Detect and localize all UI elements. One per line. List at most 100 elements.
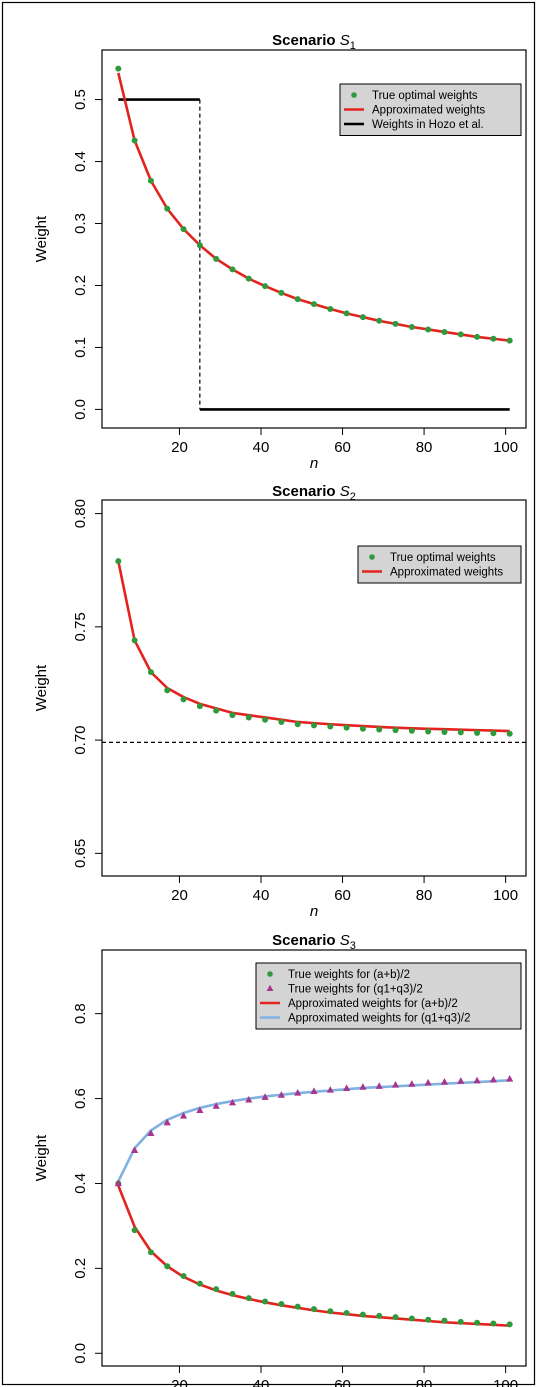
data-point [408, 727, 415, 734]
series-line [117, 560, 510, 733]
data-point-triangle [424, 1078, 432, 1086]
legend-label: Approximated weights for (a+b)/2 [288, 998, 458, 1010]
data-point [457, 331, 464, 338]
data-point-triangle [245, 1095, 253, 1103]
data-point [164, 1263, 171, 1270]
data-point [180, 696, 187, 703]
data-point [131, 137, 138, 144]
data-point [359, 314, 366, 321]
data-point [147, 669, 154, 676]
data-point [147, 177, 154, 184]
data-point [506, 1321, 513, 1328]
data-point [376, 1312, 383, 1319]
title-symbol: S [340, 483, 350, 500]
plot-area [115, 65, 513, 411]
x-tick-label: 20 [171, 439, 188, 456]
legend-label: True weights for (q1+q3)/2 [288, 984, 423, 996]
data-point-triangle [343, 1084, 351, 1091]
data-point [262, 716, 269, 723]
y-axis-label: Weight [33, 1134, 50, 1181]
data-point-triangle [196, 1106, 204, 1114]
data-point [115, 65, 122, 72]
x-tick-label: 40 [253, 1377, 270, 1387]
data-point-triangle [114, 1179, 122, 1187]
y-tick-label: 0.8 [72, 1003, 89, 1024]
title-subscript: 3 [350, 940, 356, 952]
data-point [278, 1301, 285, 1308]
y-tick-label: 0.0 [72, 399, 89, 420]
data-point [474, 333, 481, 340]
y-tick-label: 0.5 [72, 89, 89, 110]
data-point-triangle [473, 1076, 481, 1084]
y-axis-label: Weight [33, 664, 50, 711]
legend: True optimal weights Approximated weights [357, 545, 522, 584]
series-line [117, 1185, 510, 1327]
x-tick-label: 20 [171, 887, 188, 904]
title-text: Scenario [272, 932, 340, 949]
data-point-triangle [457, 1077, 465, 1084]
data-point [343, 1309, 350, 1316]
data-point [229, 1290, 236, 1297]
data-point [311, 301, 317, 308]
data-point [408, 323, 415, 330]
x-tick-label: 100 [493, 1377, 518, 1387]
data-point [213, 255, 220, 262]
data-point [425, 326, 432, 333]
x-tick-label: 40 [253, 439, 270, 456]
y-tick-label: 0.2 [72, 275, 89, 296]
x-tick-label: 80 [416, 1377, 433, 1387]
data-point [229, 266, 236, 273]
data-point [164, 687, 171, 694]
legend: True weights for (a+b)/2 True weights for… [255, 962, 522, 1030]
data-point [392, 727, 399, 734]
chart-panel-3: Scenario S320406080100n0.00.20.40.60.8We… [33, 932, 527, 1387]
data-point [262, 1298, 269, 1305]
series-line [117, 1079, 510, 1182]
data-point [490, 335, 497, 342]
data-point [278, 718, 285, 725]
data-point [425, 1316, 432, 1323]
x-tick-label: 100 [493, 887, 518, 904]
data-point-triangle [261, 1093, 269, 1100]
data-point [180, 1273, 187, 1280]
data-point [245, 1295, 252, 1302]
y-axis: 0.0 0.1 0.2 0.3 0.4 0.5 Weight [33, 89, 102, 420]
y-tick-label: 0.70 [72, 725, 89, 754]
title-text: Scenario [272, 32, 340, 49]
data-point [196, 703, 203, 710]
y-tick-label: 0.4 [72, 1173, 89, 1194]
legend-label: True optimal weights [390, 552, 496, 564]
legend: True optimal weights Approximated weights… [339, 83, 522, 136]
data-point [327, 1308, 334, 1315]
data-point [278, 289, 285, 296]
data-point-triangle [489, 1075, 497, 1083]
data-point [359, 1311, 366, 1318]
legend-box [255, 962, 522, 1030]
legend-label: Weights in Hozo et al. [372, 119, 484, 131]
y-tick-label: 0.80 [72, 499, 89, 528]
data-point-triangle [375, 1082, 383, 1089]
legend-triangle-key [266, 984, 274, 991]
data-point-triangle [179, 1111, 188, 1119]
data-point [425, 728, 432, 735]
data-point [262, 283, 269, 290]
plot-area [102, 558, 526, 743]
data-point [164, 205, 171, 212]
data-point-triangle [326, 1086, 334, 1093]
data-point-triangle [506, 1075, 514, 1082]
data-point [490, 730, 497, 737]
data-point [229, 712, 236, 719]
legend-label: Approximated weights [372, 105, 485, 117]
data-point [359, 725, 366, 732]
chart-title: Scenario S2 [272, 483, 356, 503]
x-tick-label: 80 [416, 887, 433, 904]
data-point [196, 242, 203, 249]
data-point [343, 310, 350, 317]
data-point [196, 1280, 203, 1287]
data-point [327, 723, 334, 730]
data-point-triangle [228, 1098, 237, 1106]
data-point [392, 1314, 399, 1321]
data-point [294, 296, 301, 303]
data-point [376, 317, 383, 324]
data-point [490, 1320, 497, 1327]
